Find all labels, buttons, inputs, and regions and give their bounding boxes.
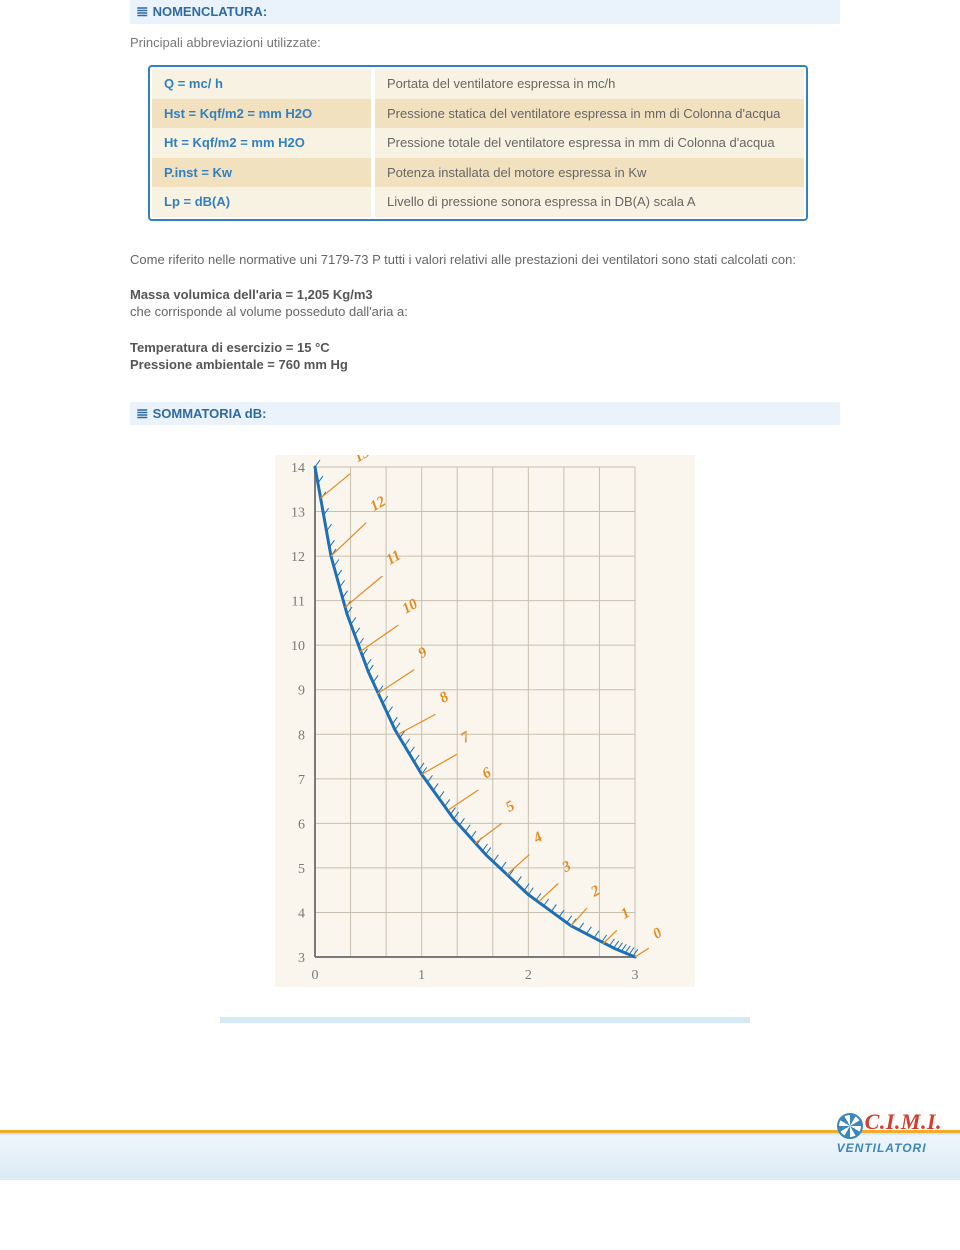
page-footer: C.I.M.I. VENTILATORI bbox=[0, 1133, 960, 1180]
section-title: NOMENCLATURA: bbox=[153, 3, 268, 21]
table-row: Hst = Kqf/m2 = mm H2O Pressione statica … bbox=[152, 99, 804, 129]
table-row: Lp = dB(A) Livello di pressione sonora e… bbox=[152, 187, 804, 217]
brand-logo: C.I.M.I. VENTILATORI bbox=[837, 1107, 942, 1156]
temperature-label: Temperatura di esercizio = 15 °C bbox=[130, 340, 330, 355]
lines-icon: ≣ bbox=[136, 4, 149, 19]
divider-band bbox=[220, 1017, 750, 1023]
svg-text:2: 2 bbox=[525, 968, 532, 983]
description-cell: Potenza installata del motore espressa i… bbox=[371, 158, 804, 188]
fan-icon bbox=[837, 1113, 863, 1139]
symbol-cell: P.inst = Kw bbox=[152, 158, 371, 188]
chart-svg: 345678910111213140123131211109876543210 bbox=[275, 455, 695, 987]
symbol-cell: Q = mc/ h bbox=[152, 69, 371, 99]
symbol-cell: Ht = Kqf/m2 = mm H2O bbox=[152, 128, 371, 158]
svg-text:12: 12 bbox=[291, 550, 305, 565]
symbol-cell: Lp = dB(A) bbox=[152, 187, 371, 217]
description-cell: Portata del ventilatore espressa in mc/h bbox=[371, 69, 804, 99]
svg-text:11: 11 bbox=[292, 595, 305, 610]
section-subtitle: Principali abbreviazioni utilizzate: bbox=[130, 34, 840, 52]
description-cell: Pressione statica del ventilatore espres… bbox=[371, 99, 804, 129]
svg-text:14: 14 bbox=[291, 461, 305, 476]
mass-volumic-label: Massa volumica dell'aria = 1,205 Kg/m3 bbox=[130, 287, 373, 302]
svg-text:6: 6 bbox=[298, 818, 305, 833]
symbol-cell: Hst = Kqf/m2 = mm H2O bbox=[152, 99, 371, 129]
brand-name: C.I.M.I. bbox=[865, 1109, 942, 1134]
svg-text:3: 3 bbox=[632, 968, 639, 983]
svg-text:3: 3 bbox=[298, 951, 305, 966]
footer-accent bbox=[0, 1130, 960, 1133]
svg-text:4: 4 bbox=[298, 907, 305, 922]
brand-subtitle: VENTILATORI bbox=[837, 1141, 927, 1155]
svg-text:10: 10 bbox=[291, 639, 305, 654]
nomenclature-table: Q = mc/ h Portata del ventilatore espres… bbox=[148, 65, 808, 221]
mass-volumic-text: che corrisponde al volume posseduto dall… bbox=[130, 303, 840, 321]
notes-block: Come riferito nelle normative uni 7179-7… bbox=[130, 251, 840, 374]
table-row: Ht = Kqf/m2 = mm H2O Pressione totale de… bbox=[152, 128, 804, 158]
sommatoria-chart: 345678910111213140123131211109876543210 bbox=[275, 455, 695, 987]
svg-text:1: 1 bbox=[418, 968, 425, 983]
svg-text:13: 13 bbox=[291, 506, 305, 521]
section-header-sommatoria: ≣ SOMMATORIA dB: bbox=[130, 402, 840, 426]
notes-paragraph: Come riferito nelle normative uni 7179-7… bbox=[130, 251, 840, 269]
svg-text:9: 9 bbox=[298, 684, 305, 699]
svg-text:8: 8 bbox=[298, 728, 305, 743]
svg-text:7: 7 bbox=[298, 773, 305, 788]
lines-icon: ≣ bbox=[136, 406, 149, 421]
pressure-label: Pressione ambientale = 760 mm Hg bbox=[130, 357, 348, 372]
section-header-nomenclatura: ≣ NOMENCLATURA: bbox=[130, 0, 840, 24]
table-row: P.inst = Kw Potenza installata del motor… bbox=[152, 158, 804, 188]
svg-text:0: 0 bbox=[312, 968, 319, 983]
section-title: SOMMATORIA dB: bbox=[153, 405, 267, 423]
svg-text:5: 5 bbox=[298, 862, 305, 877]
description-cell: Livello di pressione sonora espressa in … bbox=[371, 187, 804, 217]
description-cell: Pressione totale del ventilatore espress… bbox=[371, 128, 804, 158]
table-row: Q = mc/ h Portata del ventilatore espres… bbox=[152, 69, 804, 99]
